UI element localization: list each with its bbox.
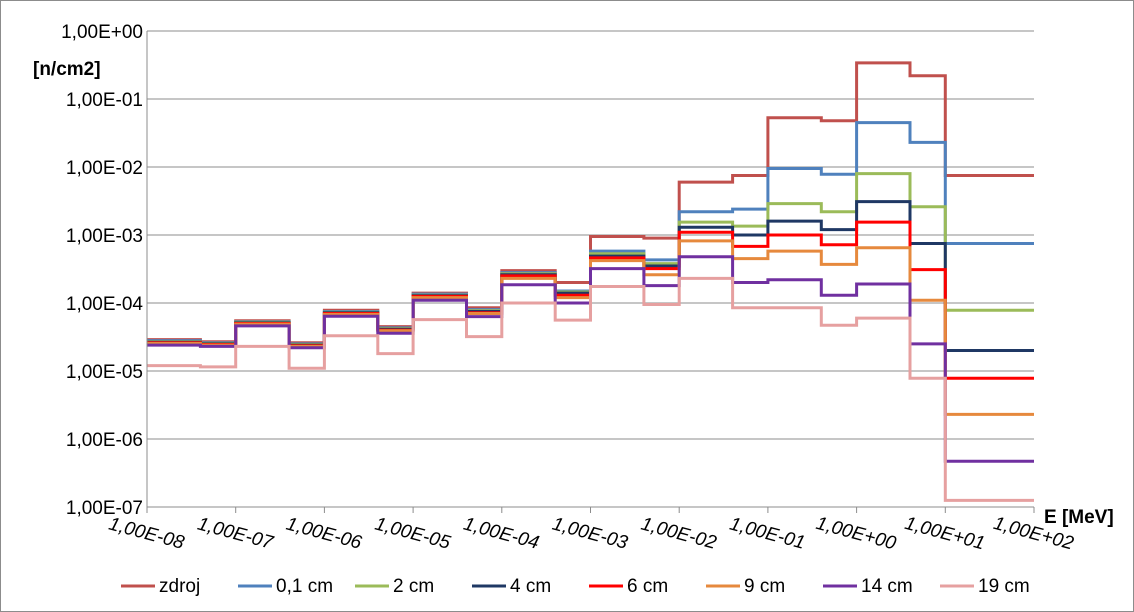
- legend-label: 2 cm: [393, 576, 434, 597]
- legend-label: 14 cm: [861, 576, 913, 597]
- y-tick-label: 1,00E-02: [66, 158, 143, 179]
- legend-label: zdroj: [159, 576, 200, 597]
- x-tick-label: 1,00E-04: [461, 514, 541, 554]
- legend: zdroj 0,1 cm 2 cm 4 cm 6 cm 9 cm 14 cm 19 cm: [121, 576, 1030, 597]
- series-lines: [147, 61, 1034, 502]
- legend-label: 0,1 cm: [276, 576, 333, 597]
- x-tick-label: 1,00E-06: [284, 514, 364, 554]
- x-tick-label: 1,00E+00: [814, 513, 899, 555]
- series-line-19-cm: [147, 276, 1034, 502]
- x-tick-label: 1,00E-01: [727, 514, 807, 554]
- y-tick-label: 1,00E-04: [66, 294, 144, 315]
- y-axis-unit-label: [n/cm2]: [33, 59, 101, 80]
- x-tick-label: 1,00E-05: [373, 514, 453, 554]
- legend-label: 6 cm: [627, 576, 668, 597]
- x-tick-label: 1,00E-03: [550, 514, 630, 554]
- axes: 1,00E+001,00E-011,00E-021,00E-031,00E-04…: [61, 22, 1076, 555]
- x-tick-label: 1,00E-02: [639, 514, 719, 554]
- x-tick-label: 1,00E-08: [106, 514, 186, 554]
- legend-label: 4 cm: [510, 576, 551, 597]
- y-tick-label: 1,00E+00: [61, 22, 143, 43]
- series-line-14-cm: [147, 255, 1034, 463]
- axis-labels: [n/cm2] E [MeV]: [33, 59, 1114, 528]
- legend-label: 9 cm: [744, 576, 785, 597]
- y-tick-label: 1,00E-06: [66, 430, 143, 451]
- series-line-9-cm: [147, 239, 1034, 416]
- y-tick-label: 1,00E-07: [66, 498, 143, 519]
- y-tick-label: 1,00E-03: [66, 226, 143, 247]
- x-tick-label: 1,00E-07: [195, 514, 276, 555]
- y-tick-label: 1,00E-01: [66, 90, 143, 111]
- x-axis-unit-label: E [MeV]: [1044, 507, 1114, 528]
- x-tick-label: 1,00E+01: [902, 513, 987, 554]
- legend-label: 19 cm: [978, 576, 1030, 597]
- y-tick-label: 1,00E-05: [66, 362, 143, 383]
